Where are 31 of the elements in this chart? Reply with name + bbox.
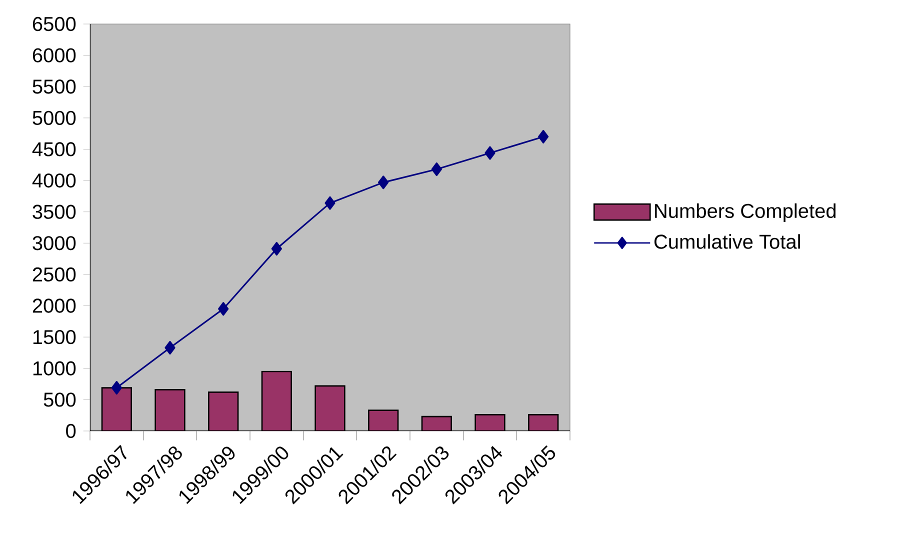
point bbox=[271, 242, 282, 256]
y-tick-label: 5500 bbox=[32, 80, 76, 94]
y-tick-label: 6000 bbox=[32, 48, 76, 62]
bar bbox=[314, 385, 346, 431]
point bbox=[378, 176, 389, 190]
y-tick-label: 6500 bbox=[32, 16, 76, 32]
bar bbox=[101, 387, 132, 431]
point bbox=[538, 130, 549, 144]
y-tick-label: 2500 bbox=[32, 267, 76, 282]
y-tick-label: 1000 bbox=[33, 361, 76, 376]
bar bbox=[154, 388, 186, 431]
bar bbox=[368, 410, 399, 431]
point bbox=[218, 302, 229, 316]
y-tick-label: 3500 bbox=[32, 204, 76, 219]
y-tick-label: 500 bbox=[44, 392, 76, 407]
y-tick-label: 4000 bbox=[32, 173, 76, 188]
y-tick-label: 0 bbox=[66, 424, 76, 438]
point bbox=[111, 380, 122, 395]
legend-label: Numbers Completed bbox=[655, 203, 836, 222]
legend-label: Cumulative Total bbox=[654, 234, 800, 249]
y-tick-label: 4500 bbox=[32, 142, 76, 156]
point bbox=[164, 340, 176, 355]
y-tick-label: 2000 bbox=[32, 298, 76, 313]
point bbox=[324, 196, 336, 210]
point bbox=[484, 146, 496, 160]
bar bbox=[208, 392, 239, 431]
bar bbox=[261, 370, 292, 431]
y-tick-label: 5000 bbox=[32, 110, 76, 125]
y-tick-label: 3000 bbox=[32, 236, 76, 250]
y-tick-label: 1500 bbox=[33, 330, 76, 344]
point bbox=[431, 162, 442, 176]
